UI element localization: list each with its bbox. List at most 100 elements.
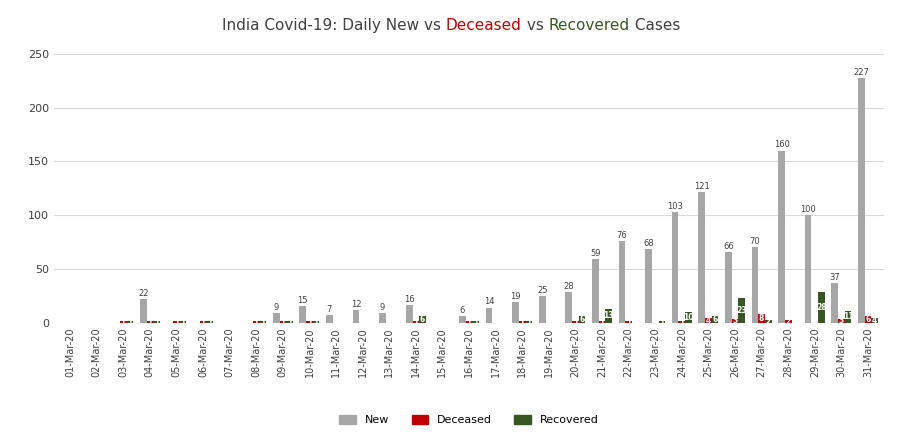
Bar bbox=[253, 322, 260, 323]
Text: 19: 19 bbox=[511, 292, 520, 301]
Text: 59: 59 bbox=[590, 249, 601, 258]
Bar bbox=[519, 322, 526, 323]
Text: 100: 100 bbox=[800, 205, 816, 214]
Text: 1: 1 bbox=[307, 318, 312, 327]
Text: 160: 160 bbox=[774, 141, 789, 150]
Bar bbox=[678, 322, 686, 323]
Text: vs: vs bbox=[521, 18, 548, 33]
Text: 1: 1 bbox=[174, 318, 179, 327]
Text: 6: 6 bbox=[579, 315, 584, 324]
Bar bbox=[313, 322, 319, 323]
Text: 4: 4 bbox=[872, 316, 878, 325]
Text: 16: 16 bbox=[404, 295, 415, 304]
Bar bbox=[412, 322, 419, 323]
Bar bbox=[725, 252, 732, 323]
Bar bbox=[785, 320, 792, 323]
Text: 103: 103 bbox=[667, 202, 683, 211]
Text: 1: 1 bbox=[207, 318, 212, 327]
Bar bbox=[625, 322, 632, 323]
Text: 1: 1 bbox=[626, 318, 631, 327]
Text: 1: 1 bbox=[147, 318, 152, 327]
Bar bbox=[126, 322, 133, 323]
Bar bbox=[473, 322, 479, 323]
Text: 22: 22 bbox=[138, 289, 149, 298]
Bar bbox=[871, 318, 878, 323]
Bar bbox=[698, 193, 705, 323]
Text: 3: 3 bbox=[732, 316, 738, 325]
Bar bbox=[140, 299, 146, 323]
Text: 68: 68 bbox=[643, 239, 654, 248]
Bar bbox=[538, 296, 546, 323]
Bar bbox=[459, 316, 465, 323]
Bar bbox=[173, 322, 179, 323]
Text: 1: 1 bbox=[659, 318, 665, 327]
Text: 1: 1 bbox=[413, 318, 419, 327]
Bar bbox=[605, 309, 612, 323]
Text: Cases: Cases bbox=[630, 18, 680, 33]
Bar bbox=[672, 212, 678, 323]
Bar bbox=[778, 151, 785, 323]
Bar bbox=[273, 313, 280, 323]
Bar bbox=[805, 215, 812, 323]
Bar bbox=[592, 259, 599, 323]
Bar bbox=[599, 322, 605, 323]
Text: 1: 1 bbox=[200, 318, 206, 327]
Bar bbox=[645, 250, 652, 323]
Text: 10: 10 bbox=[683, 313, 694, 322]
Bar bbox=[207, 322, 213, 323]
Text: 11: 11 bbox=[842, 312, 853, 321]
Legend: New, Deceased, Recovered: New, Deceased, Recovered bbox=[335, 411, 603, 430]
Bar bbox=[832, 283, 838, 323]
Bar bbox=[759, 314, 765, 323]
Text: 9: 9 bbox=[273, 303, 279, 312]
Bar bbox=[299, 306, 306, 323]
Text: 1: 1 bbox=[520, 318, 525, 327]
Text: 1: 1 bbox=[154, 318, 159, 327]
Bar bbox=[353, 310, 359, 323]
Bar bbox=[280, 322, 286, 323]
Bar bbox=[286, 322, 293, 323]
Text: 1: 1 bbox=[466, 318, 472, 327]
Bar bbox=[658, 322, 665, 323]
Text: 8: 8 bbox=[759, 314, 764, 323]
Bar bbox=[619, 241, 625, 323]
Text: 1: 1 bbox=[600, 318, 604, 327]
Text: 6: 6 bbox=[865, 315, 870, 324]
Text: 76: 76 bbox=[617, 231, 628, 240]
Text: 7: 7 bbox=[327, 305, 332, 314]
Bar bbox=[485, 307, 492, 323]
Text: 1: 1 bbox=[281, 318, 285, 327]
Bar bbox=[419, 316, 426, 323]
Text: 13: 13 bbox=[603, 311, 614, 320]
Text: 1: 1 bbox=[127, 318, 133, 327]
Text: 1: 1 bbox=[253, 318, 259, 327]
Bar bbox=[526, 322, 532, 323]
Bar bbox=[179, 322, 187, 323]
Bar bbox=[712, 316, 718, 323]
Bar bbox=[751, 247, 759, 323]
Bar bbox=[153, 322, 160, 323]
Bar bbox=[260, 322, 266, 323]
Bar bbox=[838, 319, 845, 323]
Text: 1: 1 bbox=[526, 318, 531, 327]
Text: India Covid-19: Daily New vs: India Covid-19: Daily New vs bbox=[222, 18, 446, 33]
Bar bbox=[146, 322, 153, 323]
Bar bbox=[732, 319, 739, 323]
Text: 1: 1 bbox=[121, 318, 126, 327]
Text: Recovered: Recovered bbox=[548, 18, 630, 33]
Text: 28: 28 bbox=[564, 282, 574, 291]
Bar bbox=[327, 315, 333, 323]
Text: 1: 1 bbox=[287, 318, 292, 327]
Text: 1: 1 bbox=[314, 318, 318, 327]
Text: 37: 37 bbox=[829, 273, 840, 282]
Bar bbox=[579, 316, 585, 323]
Text: 4: 4 bbox=[705, 316, 711, 325]
Bar bbox=[818, 293, 824, 323]
Title: India Covid-19: Daily New vs Deceased vs Recovered Cases: India Covid-19: Daily New vs Deceased vs… bbox=[240, 30, 698, 46]
Text: 1: 1 bbox=[679, 318, 685, 327]
Text: 6: 6 bbox=[460, 306, 465, 315]
Bar bbox=[379, 313, 386, 323]
Text: 6: 6 bbox=[713, 315, 718, 324]
Text: 1: 1 bbox=[473, 318, 478, 327]
Text: 227: 227 bbox=[853, 69, 870, 78]
